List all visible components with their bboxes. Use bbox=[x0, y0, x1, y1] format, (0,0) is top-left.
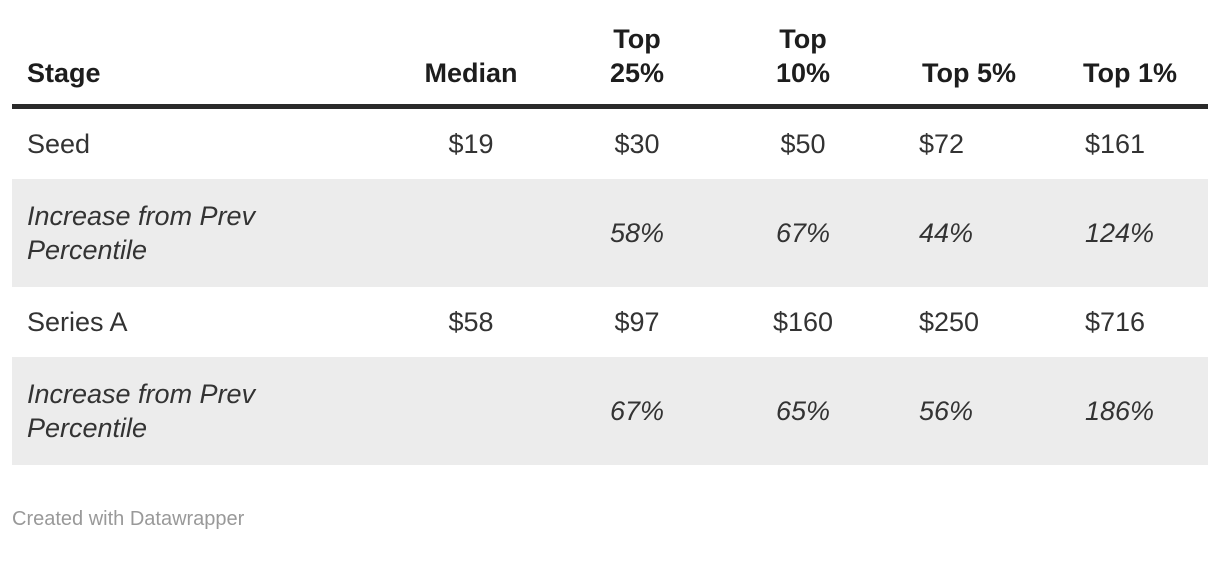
cell-median: $58 bbox=[448, 307, 494, 337]
cell-median bbox=[388, 179, 554, 287]
table-body: Seed $19 $30 $50 $72 $161 Increase from … bbox=[12, 107, 1208, 465]
cell-top1: $716 bbox=[1085, 307, 1146, 337]
cell-top5: 56% bbox=[919, 396, 974, 426]
cell-top25: 58% bbox=[609, 218, 665, 248]
cell-top10: 67% bbox=[775, 218, 831, 248]
table-row-increase-series-a: Increase from Prev Percentile 67% 65% 56… bbox=[12, 357, 1208, 465]
cell-top5: $250 bbox=[919, 307, 980, 337]
cell-stage: Increase from Prev Percentile bbox=[27, 201, 256, 265]
funding-table-container: Stage Median Top 25% Top 10% Top 5% Top … bbox=[12, 22, 1208, 465]
cell-stage: Seed bbox=[27, 129, 91, 159]
cell-top10: 65% bbox=[775, 396, 831, 426]
column-header-stage: Stage bbox=[12, 22, 388, 109]
cell-top5: $72 bbox=[919, 129, 965, 159]
cell-median: $19 bbox=[448, 129, 494, 159]
cell-top10: $160 bbox=[772, 307, 834, 337]
cell-median bbox=[388, 357, 554, 465]
cell-top1: 186% bbox=[1085, 396, 1155, 426]
cell-top25: $30 bbox=[614, 129, 660, 159]
cell-top1: $161 bbox=[1085, 129, 1146, 159]
column-header-top10: Top 10% bbox=[720, 22, 886, 109]
cell-top25: $97 bbox=[614, 307, 660, 337]
header-row: Stage Median Top 25% Top 10% Top 5% Top … bbox=[12, 22, 1208, 109]
cell-top5: 44% bbox=[919, 218, 974, 248]
funding-percentile-table: Stage Median Top 25% Top 10% Top 5% Top … bbox=[12, 22, 1208, 465]
column-header-top5: Top 5% bbox=[886, 22, 1052, 109]
column-header-top25: Top 25% bbox=[554, 22, 720, 109]
table-header: Stage Median Top 25% Top 10% Top 5% Top … bbox=[12, 22, 1208, 109]
cell-stage: Increase from Prev Percentile bbox=[27, 379, 256, 443]
table-row-seed: Seed $19 $30 $50 $72 $161 bbox=[12, 107, 1208, 180]
column-header-top1: Top 1% bbox=[1052, 22, 1208, 109]
cell-top10: $50 bbox=[780, 129, 826, 159]
cell-top25: 67% bbox=[609, 396, 665, 426]
footer: Created with Datawrapper bbox=[12, 507, 1208, 532]
cell-top1: 124% bbox=[1085, 218, 1155, 248]
table-row-increase-seed: Increase from Prev Percentile 58% 67% 44… bbox=[12, 179, 1208, 287]
cell-stage: Series A bbox=[27, 307, 128, 337]
table-row-series-a: Series A $58 $97 $160 $250 $716 bbox=[12, 287, 1208, 357]
datawrapper-attribution-link[interactable]: Created with Datawrapper bbox=[12, 508, 245, 530]
column-header-median: Median bbox=[388, 22, 554, 109]
